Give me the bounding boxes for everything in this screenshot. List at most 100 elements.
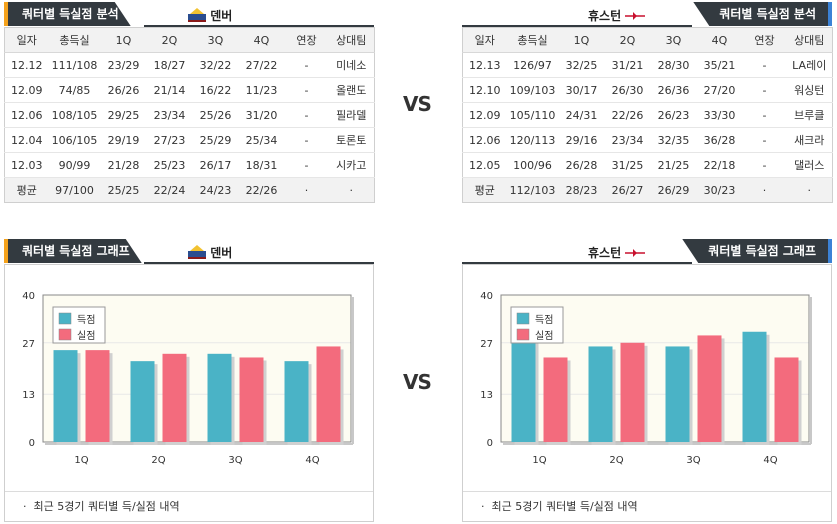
col-header: 4Q <box>238 27 285 53</box>
table-cell: 23/34 <box>604 127 651 153</box>
table-cell: 36/28 <box>696 127 743 153</box>
table-cell: 74/85 <box>48 77 101 103</box>
table-header-row: 일자 총득실 1Q 2Q 3Q 4Q 연장 상대팀 <box>462 27 833 53</box>
x-tick-label: 4Q <box>305 455 319 466</box>
table-cell: 12.06 <box>4 102 49 128</box>
average-cell: 24/23 <box>192 177 239 203</box>
rockets-logo-icon <box>625 10 646 24</box>
average-cell: · <box>328 177 375 203</box>
table-cell: 12.03 <box>4 152 49 178</box>
table-cell: 12.05 <box>462 152 507 178</box>
table-cell: 22/18 <box>696 152 743 178</box>
legend-label: 실점 <box>77 330 95 342</box>
table-cell: 32/22 <box>192 52 239 78</box>
left-accent-bar <box>4 2 8 26</box>
table-row: 12.09 105/110 24/31 22/26 26/23 33/30- 브루클 <box>462 102 833 128</box>
x-tick-label: 2Q <box>609 455 623 466</box>
table-cell: 시카고 <box>328 152 375 178</box>
table-cell: 25/29 <box>192 127 239 153</box>
table-cell: 16/22 <box>192 77 239 103</box>
left-graph-divider <box>144 262 374 264</box>
y-tick-label: 40 <box>22 291 35 302</box>
table-cell: 댈러스 <box>786 152 833 178</box>
y-tick-label: 27 <box>480 339 493 350</box>
left-analysis-header: 쿼터별 득실점 분석 덴버 <box>4 2 374 27</box>
table-cell: 23/34 <box>146 102 193 128</box>
table-row: 12.06 108/105 29/25 23/34 25/26 31/20- 필라델 <box>4 102 375 128</box>
col-header: 1Q <box>100 27 147 53</box>
table-row: 12.04 106/105 29/19 27/23 25/29 25/34- 토론토 <box>4 127 375 153</box>
table-cell: 30/17 <box>558 77 605 103</box>
table-cell: 31/21 <box>604 52 651 78</box>
left-chart-panel: 0 13 27 40 1Q 2Q 3Q 4Q 득점 실점 · 최근 5경기 쿼터별 득/실점 내역 <box>4 264 374 522</box>
col-header: 4Q <box>696 27 743 53</box>
table-cell: 12.04 <box>4 127 49 153</box>
y-tick-label: 0 <box>29 438 35 449</box>
table-cell: - <box>284 77 329 103</box>
table-cell: 12.10 <box>462 77 507 103</box>
table-row: 12.09 74/85 26/26 21/14 16/22 11/23- 올랜도 <box>4 77 375 103</box>
x-tick-label: 3Q <box>228 455 242 466</box>
y-tick-label: 40 <box>480 291 493 302</box>
table-cell: 29/25 <box>100 102 147 128</box>
table-cell: 31/20 <box>238 102 285 128</box>
x-tick-label: 1Q <box>74 455 88 466</box>
bar-실점 <box>85 350 110 442</box>
col-header: 총득실 <box>48 27 101 53</box>
bar-득점 <box>284 361 309 442</box>
left-team-name: 덴버 <box>210 9 233 23</box>
bullet-icon: · <box>481 500 492 513</box>
table-cell: - <box>284 102 329 128</box>
table-row: 12.06 120/113 29/16 23/34 32/35 36/28- 새크라 <box>462 127 833 153</box>
col-header: 상대팀 <box>328 27 375 53</box>
average-cell: · <box>284 177 329 203</box>
average-cell: 평균 <box>4 177 49 203</box>
table-row: 12.13 126/97 32/25 31/21 28/30 35/21- LA레이 <box>462 52 833 78</box>
col-header: 연장 <box>284 27 329 53</box>
table-cell: 32/25 <box>558 52 605 78</box>
left-graph-header: 쿼터별 득실점 그래프 덴버 <box>4 239 374 264</box>
right-stats-table: 일자 총득실 1Q 2Q 3Q 4Q 연장 상대팀 12.13 126/97 32/… <box>462 27 833 203</box>
table-cell: 새크라 <box>786 127 833 153</box>
table-header-row: 일자 총득실 1Q 2Q 3Q 4Q 연장 상대팀 <box>4 27 375 53</box>
table-cell: 100/96 <box>506 152 559 178</box>
legend-swatch <box>58 328 72 341</box>
table-cell: LA레이 <box>786 52 833 78</box>
left-graph-team-name: 덴버 <box>210 246 233 260</box>
table-cell: 106/105 <box>48 127 101 153</box>
table-cell: 27/23 <box>146 127 193 153</box>
plot-frame <box>42 294 352 443</box>
bar-실점 <box>774 357 799 442</box>
table-cell: 24/31 <box>558 102 605 128</box>
table-cell: 35/21 <box>696 52 743 78</box>
y-tick-label: 13 <box>22 390 35 401</box>
legend-label: 득점 <box>77 314 95 326</box>
x-tick-label: 1Q <box>532 455 546 466</box>
table-cell: 108/105 <box>48 102 101 128</box>
table-row: 12.12 111/108 23/29 18/27 32/22 27/22- 미네소 <box>4 52 375 78</box>
table-cell: - <box>742 102 787 128</box>
table-cell: 11/23 <box>238 77 285 103</box>
table-cell: - <box>742 127 787 153</box>
table-cell: 31/25 <box>604 152 651 178</box>
table-cell: 12.09 <box>4 77 49 103</box>
y-tick-label: 13 <box>480 390 493 401</box>
table-cell: - <box>284 52 329 78</box>
table-cell: 워싱턴 <box>786 77 833 103</box>
legend-swatch <box>516 328 530 341</box>
table-cell: 18/31 <box>238 152 285 178</box>
average-cell: 평균 <box>462 177 507 203</box>
average-cell: · <box>786 177 833 203</box>
table-cell: 12.09 <box>462 102 507 128</box>
bar-득점 <box>207 353 232 442</box>
average-cell: 26/27 <box>604 177 651 203</box>
bar-실점 <box>162 353 187 442</box>
nuggets-logo-icon <box>188 245 206 262</box>
left-graph-accent-bar <box>4 239 8 263</box>
left-graph-title: 쿼터별 득실점 그래프 <box>8 239 142 263</box>
col-header: 상대팀 <box>786 27 833 53</box>
right-team-name: 휴스턴 <box>588 9 622 23</box>
left-header-divider <box>144 25 374 27</box>
table-row: 12.03 90/99 21/28 25/23 26/17 18/31- 시카고 <box>4 152 375 178</box>
